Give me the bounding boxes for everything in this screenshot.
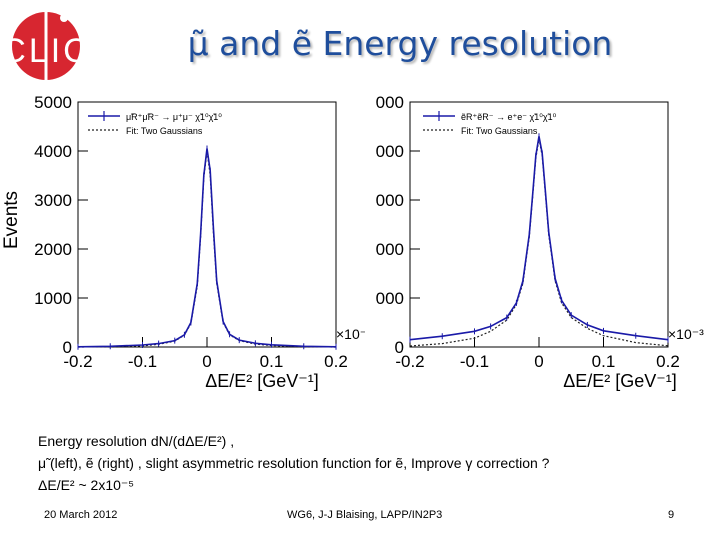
caption-line-3: ΔE/E² ~ 2x10⁻⁵ xyxy=(38,477,135,493)
y-tick-label: 000 xyxy=(376,289,404,308)
y-tick-label: 5000 xyxy=(34,93,72,112)
caption-line-2: μ̃ (left), ẽ (right) , slight asymmetric… xyxy=(38,455,550,471)
legend-entry-data: μ̃R⁺μ̃R⁻ → μ⁺μ⁻ χ̃1⁰χ̃1⁰ xyxy=(126,112,222,122)
clic-logo-icon: CLIC xyxy=(6,4,86,86)
y-tick-label: 3000 xyxy=(34,191,72,210)
y-tick-label: 0 xyxy=(63,338,72,357)
chart-left: 0 1000 2000 3000 4000 5000 -0.2 -0.1 0 0.1 0.2 μ̃… xyxy=(1,93,365,391)
page-number: 9 xyxy=(668,509,675,521)
footer-date: 20 March 2012 xyxy=(44,509,118,521)
logo-text: CLIC xyxy=(6,32,86,70)
legend-entry-fit: Fit: Two Gaussians xyxy=(461,126,538,136)
y-axis-label: Events xyxy=(1,191,22,249)
legend-entry-data: ẽR⁺ẽR⁻ → e⁺e⁻ χ̃1⁰χ̃1⁰ xyxy=(461,112,557,122)
page-title: μ̃ and ẽ Energy resolution xyxy=(187,24,613,63)
x-axis-label: ΔE/E² [GeV⁻¹] xyxy=(205,371,319,391)
x-tick-label: 0.1 xyxy=(260,352,284,371)
plot-frame xyxy=(409,101,669,348)
y-tick-label: 1000 xyxy=(34,289,72,308)
x-exponent-label: ×10⁻³ xyxy=(668,326,704,342)
caption-line-1: Energy resolution dN/(dΔE/E²) , xyxy=(38,433,235,449)
legend: ẽR⁺ẽR⁻ → e⁺e⁻ χ̃1⁰χ̃1⁰ Fit: Two Gaussian… xyxy=(423,111,557,136)
y-tick-label: 000 xyxy=(376,191,404,210)
x-tick-label: -0.2 xyxy=(63,352,92,371)
x-tick-label: -0.1 xyxy=(128,352,157,371)
x-axis-label: ΔE/E² [GeV⁻¹] xyxy=(563,371,677,391)
y-tick-label: 000 xyxy=(376,240,404,259)
y-tick-label: 000 xyxy=(376,142,404,161)
x-tick-label: 0.2 xyxy=(656,352,680,371)
legend-entry-fit: Fit: Two Gaussians xyxy=(126,126,203,136)
y-tick-label: 0 xyxy=(395,338,404,357)
x-exponent-label: ×10⁻³ xyxy=(336,326,365,342)
y-tick-label: 2000 xyxy=(34,240,72,259)
x-tick-label: -0.2 xyxy=(395,352,424,371)
plot-frame xyxy=(77,101,337,348)
legend: μ̃R⁺μ̃R⁻ → μ⁺μ⁻ χ̃1⁰χ̃1⁰ Fit: Two Gaussi… xyxy=(88,111,222,136)
x-tick-label: -0.1 xyxy=(460,352,489,371)
y-tick-label: 4000 xyxy=(34,142,72,161)
x-tick-label: 0.1 xyxy=(592,352,616,371)
caption: Energy resolution dN/(dΔE/E²) , μ̃ (left… xyxy=(38,430,698,496)
y-tick-label: 000 xyxy=(376,93,404,112)
x-tick-label: 0 xyxy=(202,352,211,371)
x-tick-label: 0.2 xyxy=(324,352,348,371)
footer-author: WG6, J-J Blaising, LAPP/IN2P3 xyxy=(287,509,443,521)
x-tick-label: 0 xyxy=(534,352,543,371)
